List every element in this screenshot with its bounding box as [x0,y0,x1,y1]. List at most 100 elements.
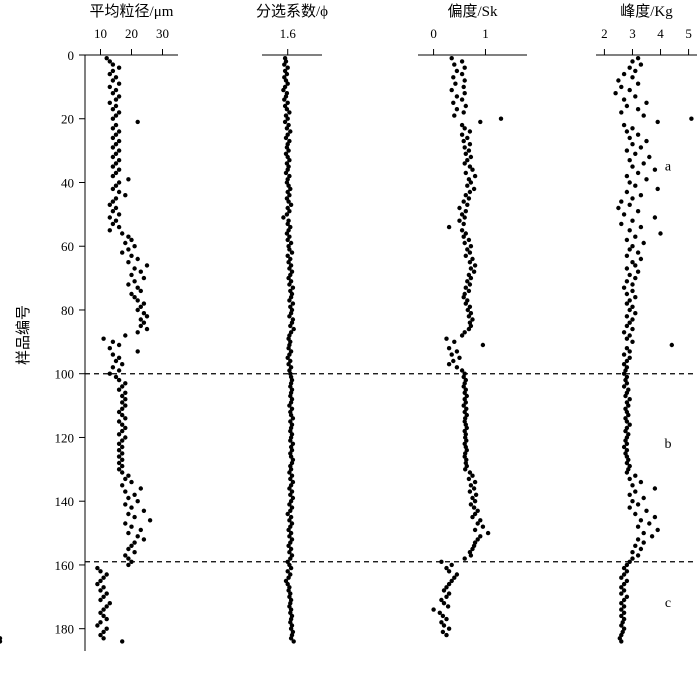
data-point [126,247,131,252]
data-point [120,457,125,462]
data-point [288,438,293,443]
data-point [480,342,486,348]
data-point [132,279,137,284]
data-point [135,119,140,125]
data-point [630,550,635,555]
data-point [120,444,125,450]
data-point [135,330,140,335]
data-point [633,68,638,74]
data-point [444,616,449,622]
data-point [472,479,478,485]
data-point [619,84,624,90]
data-point [472,499,478,504]
data-point [129,272,134,278]
data-point [116,158,122,163]
x-tick-label: 0 [430,26,437,41]
data-point [288,476,293,482]
data-point [441,588,447,593]
data-point [135,256,140,262]
data-point [635,524,641,529]
data-point [461,295,466,300]
data-point [462,161,467,166]
panel-title: 偏度/Sk [447,3,498,20]
data-point [141,275,147,281]
data-point [624,381,630,386]
data-point [619,221,624,227]
data-point [449,56,454,61]
data-point [116,460,122,466]
data-point [451,75,456,80]
data-point [621,581,627,587]
data-point [468,483,474,488]
data-point [626,412,631,418]
data-point [286,543,291,548]
data-point [630,288,635,294]
data-point [126,234,131,239]
data-point [462,330,467,335]
data-point [129,479,134,485]
data-point [446,591,452,596]
data-point [647,521,652,526]
data-point [120,422,125,427]
data-point [466,177,472,182]
data-point [101,613,106,619]
data-point [98,578,103,584]
data-point [135,298,140,303]
data-point [104,604,109,609]
data-point [116,212,122,217]
data-point [635,170,641,176]
data-point [467,282,473,287]
data-point [630,483,635,488]
data-point [95,565,100,571]
data-point [113,103,119,109]
data-point [627,320,632,325]
data-point [619,575,624,580]
data-point [641,113,646,118]
data-point [457,355,462,360]
data-point [116,189,122,195]
data-point [627,298,632,303]
data-point [120,470,125,475]
data-point [284,107,290,112]
data-point [113,97,119,102]
data-point [285,511,290,517]
data-point [107,202,113,207]
data-point [624,266,630,271]
data-point [468,180,474,185]
data-point [485,530,491,536]
data-point [287,298,292,303]
data-point [471,186,477,192]
data-point [288,492,293,497]
data-point [626,403,631,408]
data-point [288,508,293,513]
data-point [652,167,658,172]
data-point [624,460,630,466]
data-point [630,244,635,249]
data-point [627,397,632,402]
data-point [630,499,635,504]
data-point [104,591,109,596]
data-point [445,604,451,609]
y-tick-label: 80 [61,303,74,318]
data-point [466,196,472,201]
data-point [288,202,294,207]
data-point [446,346,452,351]
data-point [619,613,624,619]
data-point [630,126,635,131]
data-point [129,559,134,564]
y-axis-label: 样品编号 [15,305,32,365]
data-point [621,572,627,577]
data-point [283,135,289,141]
data-point [624,253,630,258]
data-point [110,145,116,150]
data-point [623,428,628,434]
data-point [461,84,466,90]
data-point [467,250,473,255]
data-point [446,626,452,631]
data-point [621,330,627,335]
data-point [141,537,147,542]
data-point [452,575,457,580]
data-point [638,479,644,485]
data-point [288,240,294,246]
data-point [110,339,116,344]
